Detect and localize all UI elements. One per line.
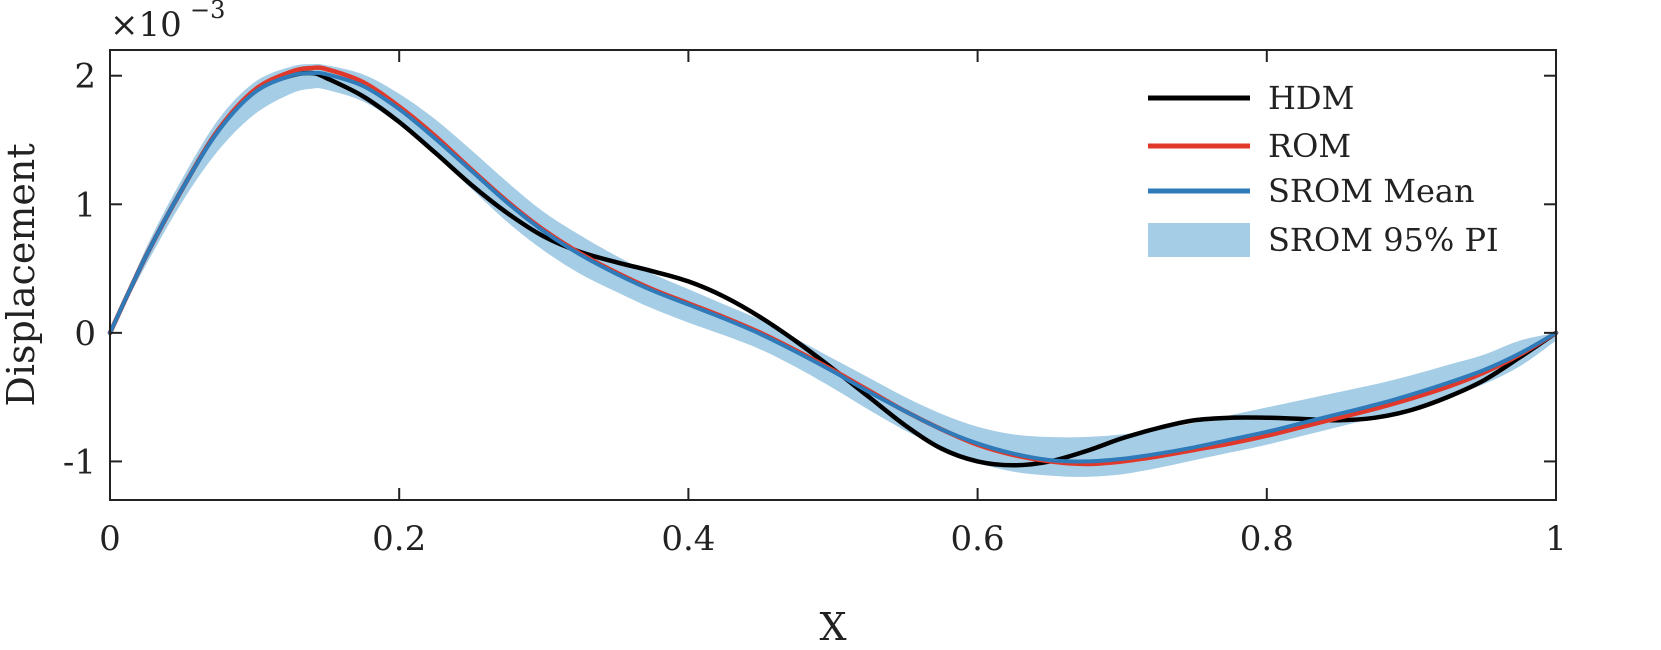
y-tick-label: 0 [74, 314, 96, 354]
x-tick-label: 0 [99, 519, 121, 559]
legend-label-rom: ROM [1268, 127, 1351, 165]
x-axis-label: X [819, 605, 846, 649]
x-tick-label: 0.8 [1240, 519, 1294, 559]
y-multiplier-label: ×10 [110, 5, 182, 45]
legend-label-srom-95-pi: SROM 95% PI [1268, 221, 1499, 259]
y-tick-label: -1 [63, 442, 96, 482]
legend: HDM ROM SROM Mean SROM 95% PI [1148, 79, 1499, 259]
y-multiplier-exponent: −3 [190, 0, 225, 24]
series-line-srom-mean [108, 70, 1558, 464]
y-tick-label: 1 [74, 185, 96, 225]
series-lines-layer [107, 65, 1559, 468]
axes-box [109, 49, 1557, 501]
x-tick-label: 0.2 [372, 519, 426, 559]
legend-label-srom-mean: SROM Mean [1268, 172, 1475, 210]
x-tick-label: 0.4 [661, 519, 715, 559]
legend-label-hdm: HDM [1268, 79, 1354, 117]
x-tick-label: 1 [1545, 519, 1567, 559]
y-tick-label: 2 [74, 57, 96, 97]
legend-swatch-srom-95-pi [1148, 223, 1250, 257]
y-axis-label: Displacement [0, 143, 43, 406]
x-tick-label: 0.6 [951, 519, 1005, 559]
